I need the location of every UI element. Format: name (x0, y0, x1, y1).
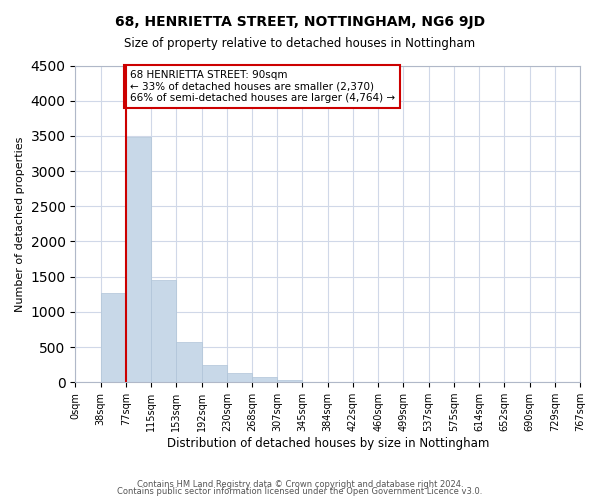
Bar (277, 380, 302, 382)
Bar (126, 138, 151, 382)
X-axis label: Distribution of detached houses by size in Nottingham: Distribution of detached houses by size … (167, 437, 489, 450)
Text: Contains public sector information licensed under the Open Government Licence v3: Contains public sector information licen… (118, 488, 482, 496)
Text: 68, HENRIETTA STREET, NOTTINGHAM, NG6 9JD: 68, HENRIETTA STREET, NOTTINGHAM, NG6 9J… (115, 15, 485, 29)
Bar (202, 365, 227, 382)
Y-axis label: Number of detached properties: Number of detached properties (15, 136, 25, 312)
Bar (151, 280, 176, 382)
Text: 68 HENRIETTA STREET: 90sqm
← 33% of detached houses are smaller (2,370)
66% of s: 68 HENRIETTA STREET: 90sqm ← 33% of deta… (130, 70, 395, 103)
Bar (176, 342, 202, 382)
Text: Size of property relative to detached houses in Nottingham: Size of property relative to detached ho… (124, 38, 476, 51)
Text: Contains HM Land Registry data © Crown copyright and database right 2024.: Contains HM Land Registry data © Crown c… (137, 480, 463, 489)
Bar (252, 377, 277, 382)
Bar (101, 293, 126, 382)
Bar (227, 372, 252, 382)
